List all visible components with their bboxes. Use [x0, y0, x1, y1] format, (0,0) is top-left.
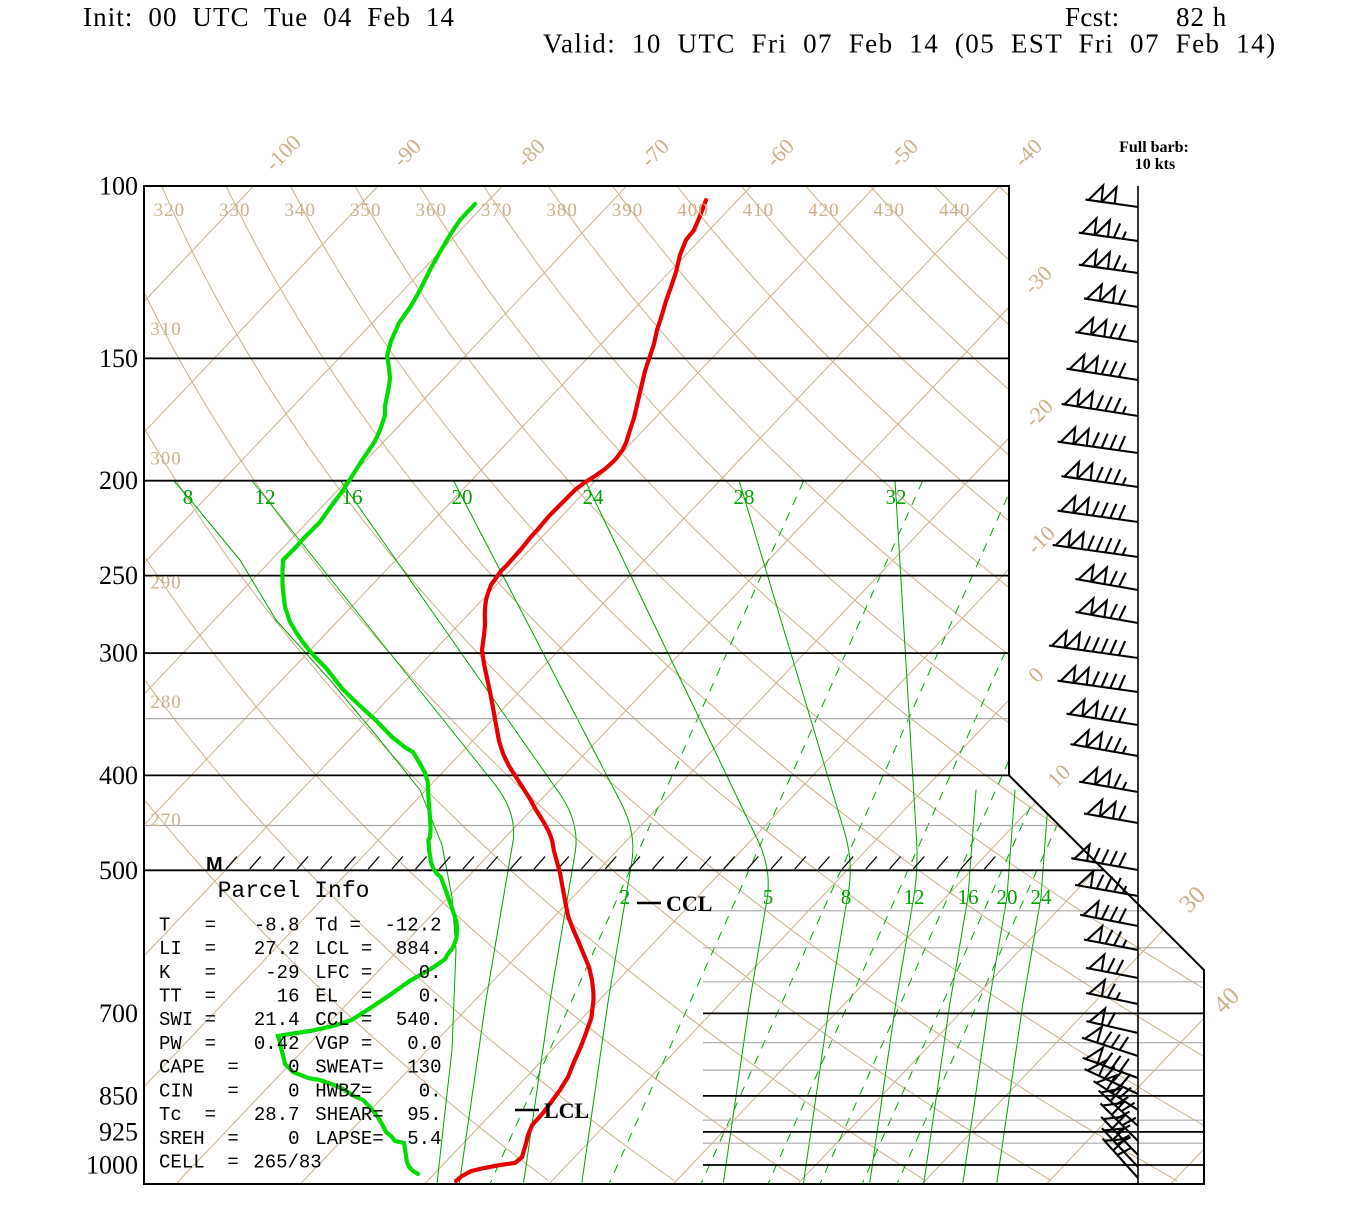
svg-text:EL =: EL =: [315, 986, 372, 1008]
svg-text:20: 20: [997, 885, 1018, 909]
svg-text:370: 370: [481, 200, 513, 221]
svg-text:400: 400: [99, 761, 138, 790]
svg-text:380: 380: [546, 200, 578, 221]
svg-text:0.42: 0.42: [254, 1033, 300, 1055]
svg-text:SREH =: SREH =: [159, 1128, 239, 1150]
svg-text:Parcel Info: Parcel Info: [218, 878, 370, 904]
svg-text:390: 390: [612, 200, 644, 221]
svg-text:0.0: 0.0: [407, 1033, 441, 1055]
svg-text:95.: 95.: [407, 1104, 441, 1126]
svg-text:21.4: 21.4: [254, 1009, 300, 1031]
svg-text:0: 0: [288, 1128, 299, 1150]
svg-text:884.: 884.: [396, 938, 442, 960]
svg-text:300: 300: [99, 639, 138, 668]
svg-text:Full barb:: Full barb:: [1119, 139, 1189, 156]
svg-text:925: 925: [99, 1117, 138, 1146]
svg-text:20: 20: [452, 485, 473, 509]
svg-text:24: 24: [1031, 885, 1053, 909]
svg-text:LI =: LI =: [159, 938, 216, 960]
svg-text:TT =: TT =: [159, 986, 216, 1008]
svg-text:Valid: 10 UTC Fri 07 Feb 14 (0: Valid: 10 UTC Fri 07 Feb 14 (05 EST Fri …: [543, 29, 1277, 59]
svg-text:Init: 00 UTC Tue 04 Feb 14: Init: 00 UTC Tue 04 Feb 14: [83, 2, 455, 32]
svg-text:12: 12: [255, 485, 276, 509]
svg-text:16: 16: [277, 986, 300, 1008]
svg-text:K =: K =: [159, 962, 216, 984]
svg-text:100: 100: [99, 172, 138, 201]
svg-text:330: 330: [219, 200, 251, 221]
svg-text:320: 320: [154, 200, 186, 221]
svg-text:420: 420: [808, 200, 840, 221]
svg-text:-8.8: -8.8: [254, 914, 300, 936]
svg-text:200: 200: [99, 466, 138, 495]
svg-text:T =: T =: [159, 914, 216, 936]
svg-text:250: 250: [99, 561, 138, 590]
svg-text:LCL: LCL: [544, 1098, 589, 1123]
svg-text:300: 300: [150, 449, 182, 470]
svg-text:HWBZ=: HWBZ=: [315, 1080, 372, 1102]
svg-text:PW =: PW =: [159, 1033, 216, 1055]
svg-text:0.: 0.: [419, 962, 442, 984]
svg-text:280: 280: [150, 692, 182, 713]
svg-text:Td =: Td =: [315, 914, 361, 936]
svg-text:430: 430: [874, 200, 906, 221]
svg-text:16: 16: [342, 485, 363, 509]
svg-text:CCL: CCL: [666, 891, 712, 916]
svg-text:16: 16: [958, 885, 979, 909]
svg-text:SWEAT=: SWEAT=: [315, 1057, 383, 1079]
svg-text:28.7: 28.7: [254, 1104, 300, 1126]
svg-text:CIN =: CIN =: [159, 1080, 239, 1102]
svg-text:540.: 540.: [396, 1009, 442, 1031]
svg-text:360: 360: [415, 200, 447, 221]
svg-text:0: 0: [288, 1057, 299, 1079]
svg-text:M: M: [206, 854, 223, 876]
svg-text:340: 340: [285, 200, 317, 221]
svg-text:LCL =: LCL =: [315, 938, 372, 960]
svg-text:24: 24: [583, 485, 605, 509]
svg-text:10 kts: 10 kts: [1135, 156, 1175, 173]
svg-text:270: 270: [150, 810, 182, 831]
svg-text:Fcst:: Fcst:: [1065, 2, 1120, 32]
svg-text:1000: 1000: [86, 1151, 138, 1180]
svg-text:5.4: 5.4: [407, 1128, 441, 1150]
svg-text:150: 150: [99, 344, 138, 373]
svg-text:LFC =: LFC =: [315, 962, 372, 984]
svg-text:CCL =: CCL =: [315, 1009, 372, 1031]
svg-text:-29: -29: [265, 962, 299, 984]
svg-text:CAPE =: CAPE =: [159, 1057, 239, 1079]
svg-text:0.: 0.: [419, 986, 442, 1008]
svg-text:32: 32: [886, 485, 907, 509]
svg-text:0: 0: [288, 1080, 299, 1102]
svg-text:400: 400: [677, 200, 709, 221]
svg-text:LAPSE=: LAPSE=: [315, 1128, 383, 1150]
svg-text:CELL =: CELL =: [159, 1152, 239, 1174]
svg-text:265/83: 265/83: [253, 1152, 321, 1174]
svg-text:82 h: 82 h: [1176, 2, 1227, 32]
svg-text:SHEAR=: SHEAR=: [315, 1104, 383, 1126]
svg-text:290: 290: [150, 572, 182, 593]
svg-text:850: 850: [99, 1081, 138, 1110]
svg-text:2: 2: [620, 885, 631, 909]
svg-text:SWI =: SWI =: [159, 1009, 216, 1031]
svg-text:130: 130: [407, 1057, 441, 1079]
svg-text:VGP =: VGP =: [315, 1033, 372, 1055]
svg-text:Tc =: Tc =: [159, 1104, 216, 1126]
svg-text:440: 440: [939, 200, 971, 221]
svg-text:27.2: 27.2: [254, 938, 300, 960]
svg-text:-12.2: -12.2: [384, 914, 441, 936]
svg-text:8: 8: [183, 485, 194, 509]
svg-text:410: 410: [743, 200, 775, 221]
svg-text:8: 8: [841, 885, 852, 909]
svg-text:28: 28: [734, 485, 755, 509]
svg-text:350: 350: [350, 200, 382, 221]
svg-text:700: 700: [99, 999, 138, 1028]
svg-text:5: 5: [763, 885, 774, 909]
svg-text:310: 310: [150, 319, 182, 340]
svg-text:12: 12: [904, 885, 925, 909]
svg-text:500: 500: [99, 856, 138, 885]
svg-text:0.: 0.: [419, 1080, 442, 1102]
